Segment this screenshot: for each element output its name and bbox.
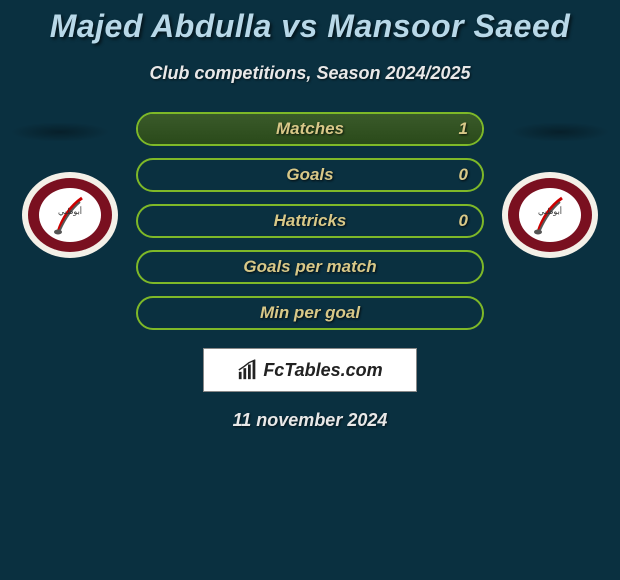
stat-value-right: 0 [459, 165, 468, 185]
stat-label: Goals [286, 165, 333, 185]
page-title: Majed Abdulla vs Mansoor Saeed [0, 0, 620, 45]
club-badge-left-icon: أبوظبي [20, 170, 120, 260]
stat-row: Hattricks 0 [136, 204, 484, 238]
date-label: 11 november 2024 [0, 410, 620, 431]
svg-text:أبوظبي: أبوظبي [58, 205, 82, 216]
stat-row: Matches 1 [136, 112, 484, 146]
stat-row: Min per goal [136, 296, 484, 330]
avatar-shadow-right [510, 122, 610, 142]
club-badge-right: أبوظبي [500, 170, 600, 260]
stat-row: Goals per match [136, 250, 484, 284]
club-badge-right-icon: أبوظبي [500, 170, 600, 260]
brand-box[interactable]: FcTables.com [203, 348, 417, 392]
club-badge-left: أبوظبي [20, 170, 120, 260]
stat-label: Goals per match [243, 257, 376, 277]
stat-label: Hattricks [274, 211, 347, 231]
svg-text:أبوظبي: أبوظبي [538, 205, 562, 216]
brand-text: FcTables.com [263, 360, 382, 381]
stat-label: Min per goal [260, 303, 360, 323]
stat-label: Matches [276, 119, 344, 139]
stat-value-right: 1 [459, 119, 468, 139]
stat-value-right: 0 [459, 211, 468, 231]
subtitle: Club competitions, Season 2024/2025 [0, 63, 620, 84]
avatar-shadow-left [10, 122, 110, 142]
comparison-panel: أبوظبي أبوظبي Matches1Goals0Hattricks0Go… [0, 112, 620, 431]
brand-logo: FcTables.com [237, 359, 382, 381]
chart-icon [237, 359, 259, 381]
stat-row: Goals 0 [136, 158, 484, 192]
